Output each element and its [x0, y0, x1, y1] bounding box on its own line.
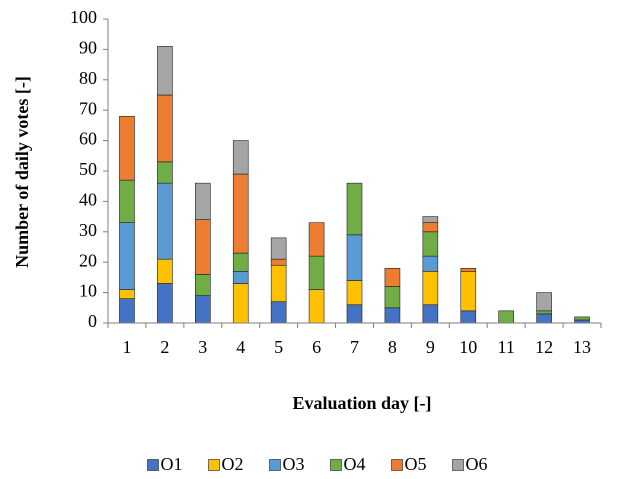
- legend-swatch-o1: [147, 459, 159, 471]
- bar-segment-o2: [346, 280, 363, 306]
- x-axis-label: Evaluation day [-]: [292, 393, 431, 413]
- bar-segment-o1: [195, 295, 211, 324]
- bars-group: [119, 46, 590, 324]
- bar-segment-o2: [422, 271, 439, 306]
- bar-segment-o6: [270, 237, 287, 260]
- y-tick-label: 10: [79, 281, 97, 301]
- bar-segment-o5: [232, 173, 249, 254]
- bar-segment-o6: [195, 182, 211, 220]
- bar-segment-o4: [574, 316, 590, 321]
- legend-label-o1: O1: [161, 454, 183, 474]
- bar-segment-o6: [157, 46, 173, 96]
- bar-segment-o5: [308, 222, 325, 257]
- bar-segment-o4: [384, 286, 401, 309]
- x-tick-label: 9: [426, 337, 435, 357]
- bar-segment-o1: [460, 310, 477, 324]
- bar-segment-o4: [232, 252, 249, 272]
- bar-segment-o1: [422, 304, 439, 324]
- bar-segment-o2: [119, 289, 135, 299]
- y-tick-label: 20: [79, 250, 97, 270]
- bar-segment-o4: [422, 231, 439, 257]
- x-tick-label: 11: [498, 337, 515, 357]
- y-tick-label: 100: [70, 7, 97, 27]
- legend-swatch-o2: [208, 459, 220, 471]
- y-tick-label: 40: [79, 190, 97, 210]
- bar-segment-o3: [157, 182, 173, 260]
- bar-segment-o3: [422, 255, 439, 272]
- x-tick-label: 2: [160, 337, 169, 357]
- y-tick-label: 70: [79, 98, 97, 118]
- legend-label-o5: O5: [405, 454, 427, 474]
- legend-swatch-o3: [269, 459, 281, 471]
- x-tick-label: 1: [122, 337, 131, 357]
- bar-segment-o5: [119, 115, 135, 181]
- y-tick-label: 90: [79, 38, 97, 58]
- y-tick-label: 80: [79, 68, 97, 88]
- bar-segment-o2: [460, 271, 477, 312]
- y-tick-label: 0: [88, 311, 97, 331]
- bar-segment-o5: [422, 222, 439, 233]
- bar-segment-o1: [384, 307, 401, 324]
- bar-segment-o5: [270, 258, 287, 266]
- x-tick-label: 7: [350, 337, 359, 357]
- legend-label-o6: O6: [466, 454, 488, 474]
- bar-segment-o4: [195, 274, 211, 296]
- x-tick-label: 3: [198, 337, 207, 357]
- legend-swatch-o6: [452, 459, 464, 471]
- bar-segment-o1: [536, 313, 552, 324]
- x-tick-label: 6: [312, 337, 321, 357]
- bar-segment-o2: [308, 289, 325, 324]
- x-tick-label: 8: [388, 337, 397, 357]
- y-tick-label: 30: [79, 220, 97, 240]
- y-axis-label: Number of daily votes [-]: [12, 76, 32, 268]
- bar-segment-o6: [422, 216, 439, 223]
- bar-segment-o4: [536, 310, 552, 315]
- bar-segment-o2: [270, 264, 287, 303]
- legend-swatch-o4: [330, 459, 342, 471]
- x-tick-label: 4: [236, 337, 245, 357]
- x-tick-label: 13: [573, 337, 591, 357]
- bar-segment-o1: [119, 298, 135, 324]
- bar-segment-o6: [536, 292, 552, 312]
- legend: O1 O2 O3 O4 O5 O6: [147, 454, 488, 474]
- bar-segment-o1: [270, 301, 287, 324]
- bar-segment-o4: [119, 179, 135, 223]
- bar-segment-o6: [232, 140, 249, 175]
- bar-segment-o4: [157, 161, 173, 184]
- bar-segment-o4: [308, 255, 325, 290]
- x-tick-label: 5: [274, 337, 283, 357]
- bar-segment-o3: [119, 222, 135, 290]
- legend-label-o4: O4: [344, 454, 366, 474]
- legend-label-o3: O3: [283, 454, 305, 474]
- y-tick-label: 60: [79, 129, 97, 149]
- bar-segment-o5: [460, 267, 477, 272]
- bar-segment-o2: [232, 283, 249, 324]
- x-tick-label: 12: [535, 337, 553, 357]
- bar-segment-o4: [498, 310, 514, 324]
- bar-segment-o5: [157, 94, 173, 163]
- x-tick-label: 10: [459, 337, 477, 357]
- legend-label-o2: O2: [222, 454, 244, 474]
- bar-segment-o3: [232, 271, 249, 284]
- bar-segment-o1: [157, 283, 173, 324]
- bar-segment-o4: [346, 182, 363, 236]
- bar-segment-o1: [346, 304, 363, 324]
- y-tick-label: 50: [79, 159, 97, 179]
- bar-segment-o2: [157, 258, 173, 284]
- bar-segment-o5: [384, 267, 401, 287]
- legend-swatch-o5: [391, 459, 403, 471]
- bar-segment-o5: [195, 219, 211, 275]
- bar-segment-o3: [346, 234, 363, 281]
